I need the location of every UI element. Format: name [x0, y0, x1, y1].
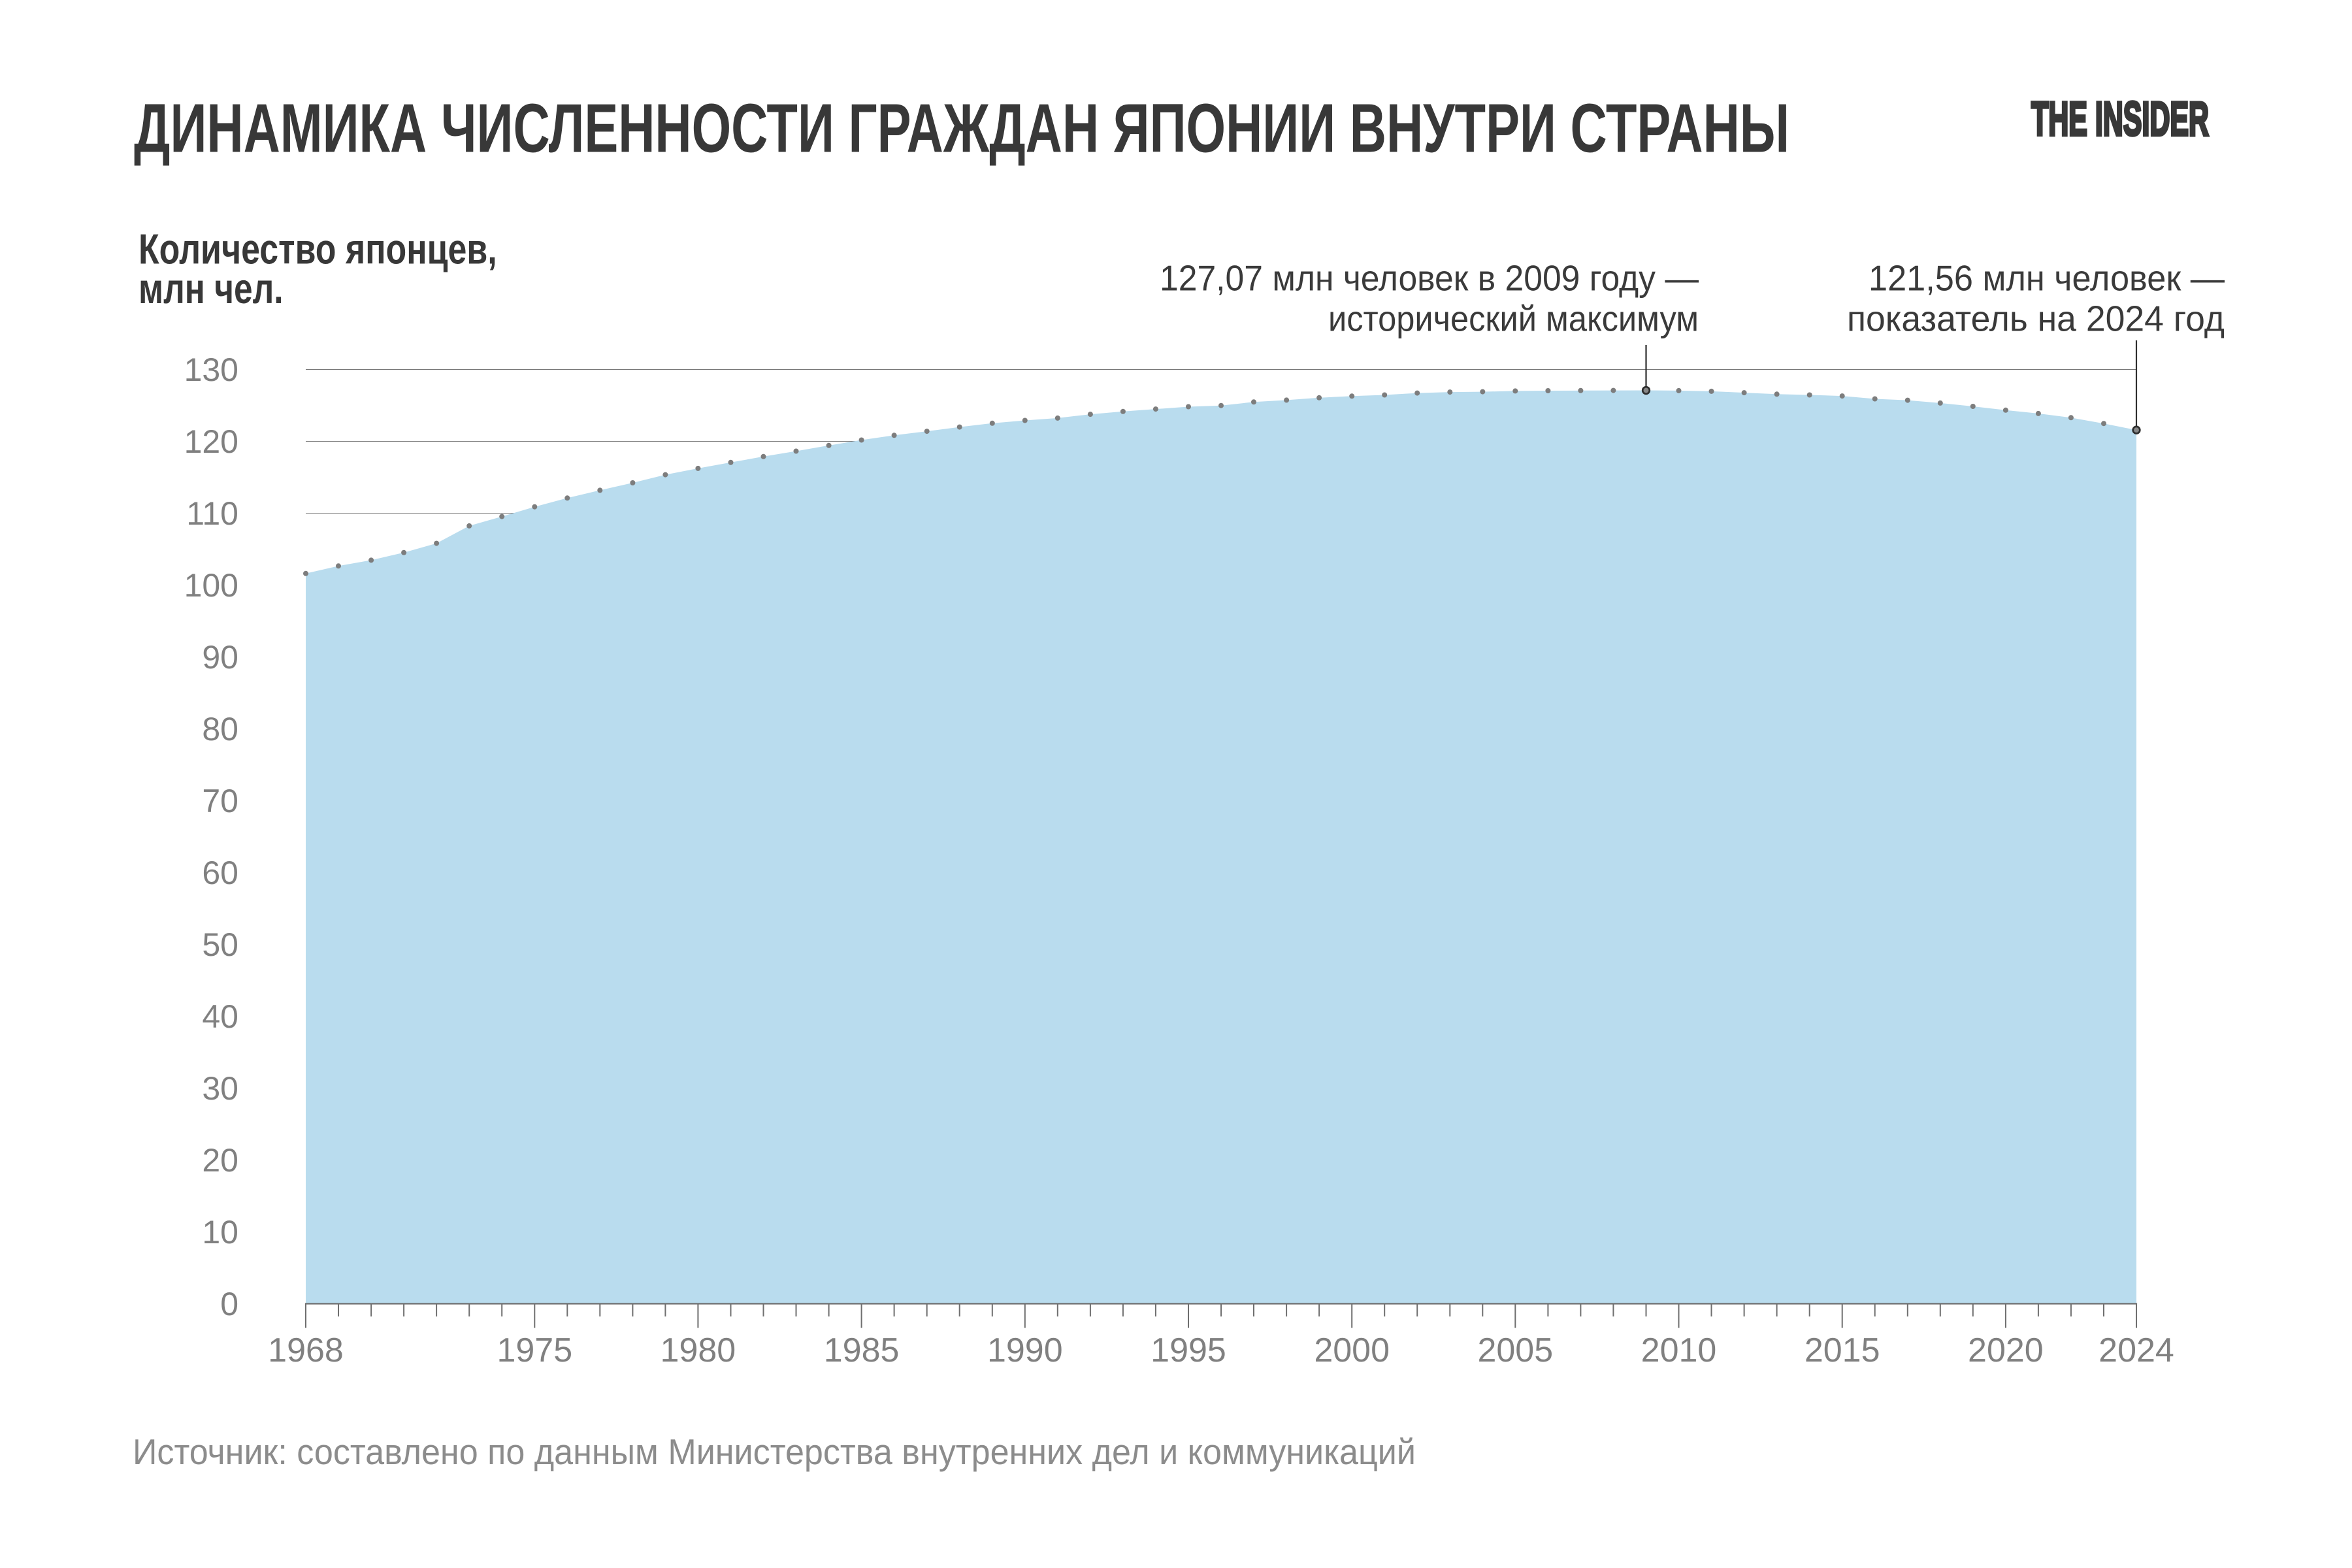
- svg-text:1975: 1975: [497, 1331, 572, 1369]
- svg-text:130: 130: [184, 351, 238, 388]
- svg-text:показатель на 2024 год: показатель на 2024 год: [1847, 299, 2225, 339]
- svg-text:60: 60: [202, 855, 238, 891]
- svg-text:1968: 1968: [268, 1331, 344, 1369]
- svg-text:50: 50: [202, 926, 238, 963]
- svg-text:40: 40: [202, 998, 238, 1035]
- svg-text:исторический максимум: исторический максимум: [1328, 299, 1699, 339]
- svg-text:30: 30: [202, 1070, 238, 1107]
- svg-text:10: 10: [202, 1214, 238, 1250]
- svg-text:100: 100: [184, 567, 238, 604]
- svg-text:млн чел.: млн чел.: [139, 265, 284, 312]
- svg-text:ДИНАМИКА ЧИСЛЕННОСТИ ГРАЖДАН Я: ДИНАМИКА ЧИСЛЕННОСТИ ГРАЖДАН ЯПОНИИ ВНУТ…: [134, 90, 1789, 167]
- svg-text:110: 110: [186, 495, 238, 532]
- svg-text:0: 0: [220, 1286, 238, 1322]
- svg-text:2000: 2000: [1314, 1331, 1390, 1369]
- svg-text:2024: 2024: [2099, 1331, 2174, 1369]
- svg-text:121,56 млн человек —: 121,56 млн человек —: [1869, 258, 2225, 299]
- svg-text:2020: 2020: [1968, 1331, 2044, 1369]
- svg-text:2010: 2010: [1641, 1331, 1717, 1369]
- svg-text:90: 90: [202, 639, 238, 676]
- svg-text:Количество японцев,: Количество японцев,: [139, 225, 497, 272]
- svg-text:2015: 2015: [1805, 1331, 1880, 1369]
- svg-text:80: 80: [202, 711, 238, 747]
- svg-text:127,07 млн человек в 2009 году: 127,07 млн человек в 2009 году —: [1160, 258, 1699, 299]
- svg-text:70: 70: [202, 783, 238, 819]
- svg-text:120: 120: [184, 423, 238, 460]
- svg-text:1980: 1980: [661, 1331, 736, 1369]
- svg-text:20: 20: [202, 1142, 238, 1179]
- svg-text:1990: 1990: [987, 1331, 1063, 1369]
- svg-text:1995: 1995: [1151, 1331, 1226, 1369]
- svg-text:2005: 2005: [1477, 1331, 1553, 1369]
- svg-text:1985: 1985: [824, 1331, 900, 1369]
- svg-text:Источник: составлено по данным: Источник: составлено по данным Министерс…: [133, 1431, 1416, 1472]
- svg-text:THE INSIDER: THE INSIDER: [2031, 93, 2209, 146]
